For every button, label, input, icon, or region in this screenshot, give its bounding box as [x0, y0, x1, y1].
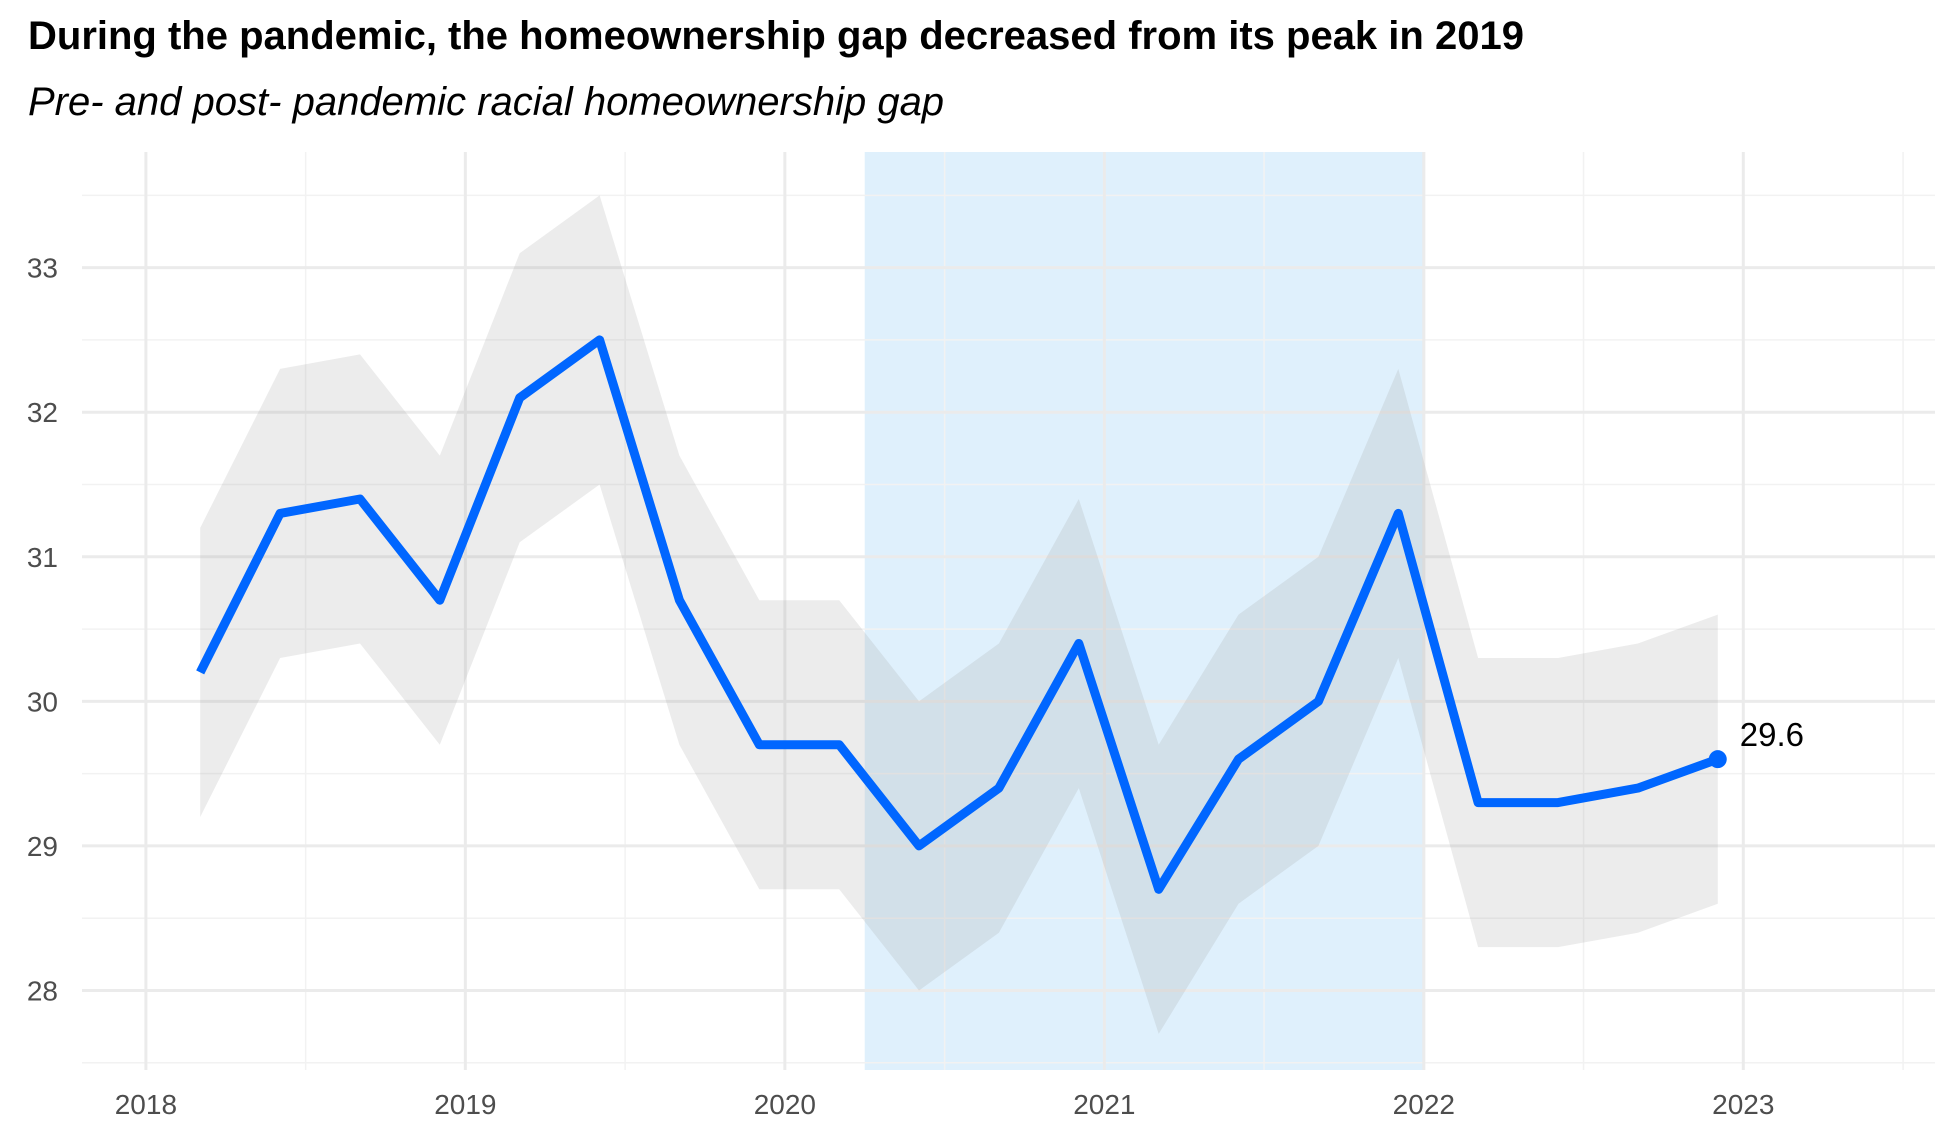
confidence-ribbon-layer	[200, 195, 1718, 1034]
chart-title: During the pandemic, the homeownership g…	[28, 14, 1524, 58]
x-tick-label: 2020	[754, 1089, 816, 1120]
x-tick-label: 2018	[115, 1089, 177, 1120]
y-tick-label: 33	[27, 253, 58, 284]
series-line-layer	[196, 335, 1720, 894]
x-tick-label: 2019	[434, 1089, 496, 1120]
y-tick-label: 29	[27, 831, 58, 862]
series-line	[196, 335, 1720, 894]
y-tick-label: 32	[27, 397, 58, 428]
x-tick-label: 2023	[1712, 1089, 1774, 1120]
end-value-label: 29.6	[1740, 716, 1804, 753]
chart-subtitle: Pre- and post- pandemic racial homeowner…	[28, 80, 945, 124]
x-axis-tick-labels: 2018 2019 2020 2021 2022 2023	[115, 1089, 1775, 1120]
y-tick-label: 30	[27, 686, 58, 717]
y-tick-label: 28	[27, 975, 58, 1006]
end-point-marker	[1708, 750, 1727, 769]
pandemic-period-shading	[864, 152, 1424, 1070]
confidence-ribbon	[200, 195, 1718, 1034]
x-tick-label: 2021	[1073, 1089, 1135, 1120]
y-axis-tick-labels: 28 29 30 31 32 33	[27, 253, 58, 1007]
pandemic-period-shading-layer	[864, 152, 1424, 1070]
y-tick-label: 31	[27, 542, 58, 573]
annotations-layer: 29.6	[1708, 716, 1804, 769]
x-tick-label: 2022	[1393, 1089, 1455, 1120]
